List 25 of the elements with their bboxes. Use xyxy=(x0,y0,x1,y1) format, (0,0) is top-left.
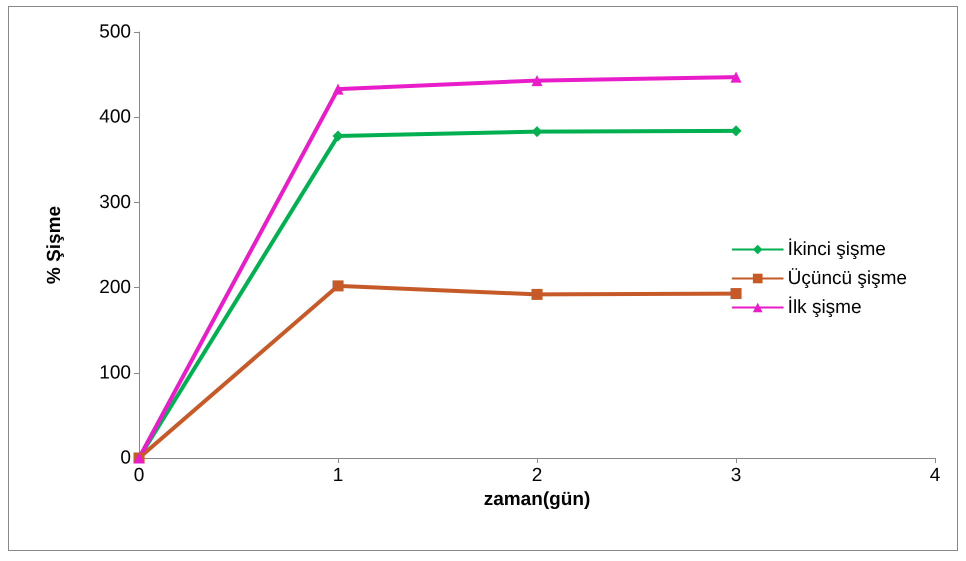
point xyxy=(332,84,344,95)
x-tick-label: 3 xyxy=(730,465,742,486)
x-tick-label: 1 xyxy=(332,465,344,486)
point xyxy=(532,126,542,138)
y-tick-label: 400 xyxy=(99,106,131,128)
point xyxy=(332,130,344,142)
y-tick-label: 500 xyxy=(99,22,131,42)
x-axis-title: zaman(gün) xyxy=(484,488,590,510)
x-tick-label: 0 xyxy=(134,465,144,486)
point xyxy=(532,288,542,300)
point xyxy=(730,72,742,83)
y-tick-label: 300 xyxy=(99,192,131,213)
x-tick-label: 2 xyxy=(532,465,542,486)
y-tick-label: 100 xyxy=(99,362,131,384)
y-tick-label: 0 xyxy=(120,448,131,468)
point xyxy=(730,125,742,136)
point xyxy=(532,75,542,86)
point xyxy=(730,288,742,300)
y-tick-label: 200 xyxy=(99,277,131,298)
legend-label: İkinci şişme xyxy=(788,238,886,260)
point xyxy=(332,280,344,292)
y-axis-title: % Şişme xyxy=(44,206,65,284)
x-tick-label: 4 xyxy=(930,465,941,486)
legend-label: Üçüncü şişme xyxy=(788,268,908,289)
legend-label: İlk şişme xyxy=(788,296,862,318)
